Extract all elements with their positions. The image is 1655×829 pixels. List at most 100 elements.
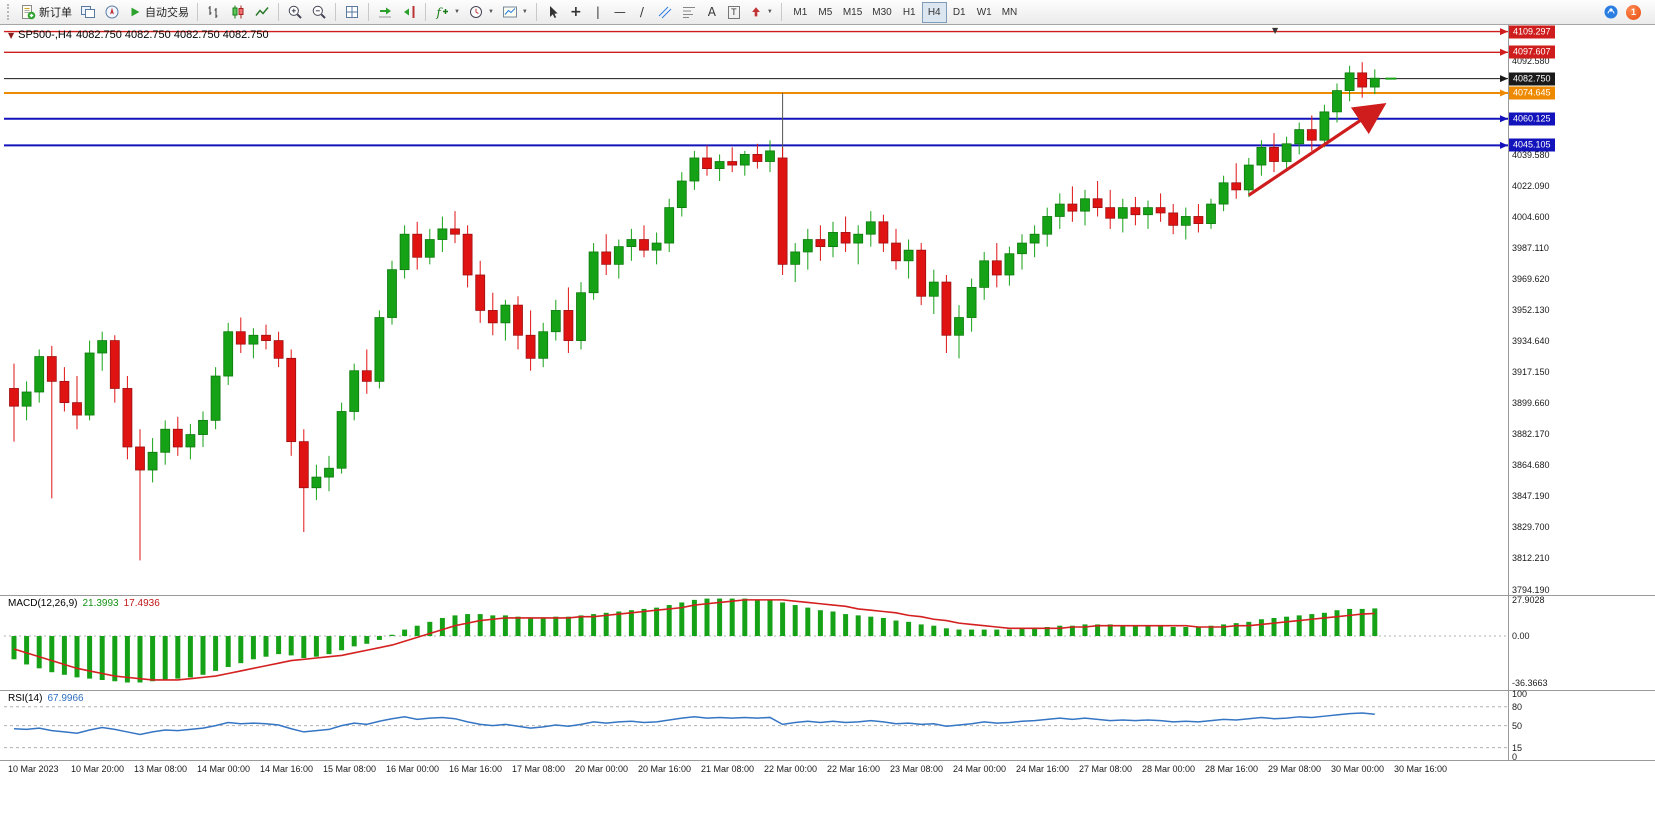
auto-scroll-button[interactable]	[373, 2, 397, 23]
periods-button[interactable]: ▼	[464, 2, 498, 23]
price-axis-label: 3847.190	[1512, 491, 1550, 502]
rsi-axis-label: 15	[1512, 742, 1523, 753]
toolbar-separator	[425, 3, 426, 21]
time-axis-label: 24 Mar 16:00	[1016, 764, 1070, 774]
time-axis-label: 15 Mar 08:00	[323, 764, 377, 774]
auto-trading-icon	[131, 7, 140, 17]
chart-shift-icon	[404, 6, 415, 18]
chart-shift-marker[interactable]: ▼	[1272, 26, 1279, 35]
price-axis-label: 3934.640	[1512, 336, 1550, 347]
timeframe-m30-button[interactable]: M30	[867, 2, 896, 23]
auto-trading-button[interactable]: 自动交易	[124, 2, 193, 23]
vertical-line-icon: |	[595, 5, 600, 19]
notification-badge[interactable]: 1	[1626, 4, 1641, 20]
rsi-name: RSI(14)	[8, 693, 43, 704]
timeframe-label: M1	[793, 6, 808, 18]
bar-chart-mode-button[interactable]	[202, 2, 226, 23]
timeframe-group: M1 M5 M15 M30 H1 H4 D1 W1 MN	[788, 1, 1023, 23]
periods-clock-icon	[469, 6, 482, 18]
time-axis-label: 16 Mar 16:00	[449, 764, 503, 774]
cursor-tool-button[interactable]	[541, 2, 565, 23]
channel-tool-button[interactable]	[653, 2, 677, 23]
vertical-line-tool-button[interactable]: |	[587, 2, 609, 23]
timeframe-label: M5	[818, 6, 833, 18]
line-chart-mode-button[interactable]	[250, 2, 274, 23]
fibonacci-icon	[682, 7, 695, 18]
zoom-out-button[interactable]	[307, 2, 331, 23]
timeframe-m5-button[interactable]: M5	[813, 2, 838, 23]
price-badge: 4082.750	[1509, 72, 1555, 86]
timeframe-h1-button[interactable]: H1	[897, 2, 922, 23]
price-badge: 4074.645	[1509, 86, 1555, 100]
time-axis-label: 20 Mar 00:00	[575, 764, 629, 774]
indicators-icon: f	[436, 6, 448, 20]
time-axis-label: 16 Mar 00:00	[386, 764, 440, 774]
community-icon[interactable]	[1603, 4, 1619, 20]
arrows-tool-button[interactable]: ▼	[745, 2, 777, 23]
timeframe-label: M30	[872, 6, 892, 18]
price-badge: 4060.125	[1509, 112, 1555, 126]
price-axis-label: 3829.700	[1512, 522, 1550, 533]
toolbar-grip[interactable]	[7, 4, 13, 20]
toolbar-separator	[780, 3, 782, 21]
candlestick-icon	[232, 5, 244, 19]
price-axis-label: 3794.190	[1512, 585, 1550, 596]
chevron-down-icon: ▼	[521, 9, 528, 15]
toolbar-separator	[335, 3, 336, 21]
time-axis-label: 28 Mar 00:00	[1142, 764, 1196, 774]
time-axis-label: 23 Mar 08:00	[890, 764, 944, 774]
time-axis-label: 22 Mar 16:00	[827, 764, 881, 774]
price-axis-label: 4039.580	[1512, 150, 1550, 161]
trendline-icon: /	[639, 5, 644, 19]
timeframe-w1-button[interactable]: W1	[972, 2, 997, 23]
svg-text:f: f	[436, 6, 444, 20]
price-badge: 4045.105	[1509, 138, 1555, 152]
toolbar-separator	[535, 3, 537, 21]
timeframe-h4-button[interactable]: H4	[921, 1, 947, 23]
indicators-button[interactable]: f ▼	[430, 2, 464, 23]
zoom-in-button[interactable]	[283, 2, 307, 23]
time-axis-label: 17 Mar 08:00	[512, 764, 566, 774]
timeframe-mn-button[interactable]: MN	[997, 2, 1023, 23]
price-axis-label: 4092.580	[1512, 56, 1550, 67]
text-tool-button[interactable]: A	[701, 2, 723, 23]
time-axis-label: 21 Mar 08:00	[701, 764, 755, 774]
timeframe-m1-button[interactable]: M1	[788, 2, 813, 23]
timeframe-label: H1	[902, 6, 916, 18]
price-axis-label: 3987.110	[1512, 243, 1549, 254]
timeframe-m15-button[interactable]: M15	[838, 2, 867, 23]
crosshair-tool-button[interactable]: +	[565, 2, 587, 23]
chart-ohlc-values: 4082.750 4082.750 4082.750 4082.750	[75, 29, 269, 41]
zoom-in-icon	[288, 5, 302, 19]
toolbar-right: 1	[1603, 4, 1651, 20]
navigator-icon	[105, 5, 119, 19]
timeframe-label: H4	[927, 6, 941, 18]
timeframe-d1-button[interactable]: D1	[947, 2, 972, 23]
time-axis-label: 27 Mar 08:00	[1079, 764, 1133, 774]
horizontal-line-icon: —	[613, 5, 626, 19]
macd-axis-label: -36.3663	[1512, 678, 1548, 688]
candlestick-mode-button[interactable]	[226, 2, 250, 23]
chart-plot-area[interactable]	[0, 25, 1508, 760]
charts-button[interactable]	[76, 2, 100, 23]
tile-windows-button[interactable]	[340, 2, 364, 23]
trendline-tool-button[interactable]: /	[631, 2, 653, 23]
new-order-button[interactable]: 新订单	[16, 2, 76, 23]
tile-windows-icon	[346, 6, 358, 18]
text-label-tool-button[interactable]: T	[723, 2, 745, 23]
text-tool-icon: A	[707, 5, 716, 19]
time-axis-label: 10 Mar 20:00	[71, 764, 125, 774]
chart-shift-button[interactable]	[397, 2, 421, 23]
arrows-icon	[751, 7, 760, 17]
templates-button[interactable]: ▼	[498, 2, 532, 23]
macd-signal-value: 17.4936	[123, 598, 160, 609]
price-badge: 4097.607	[1509, 45, 1555, 59]
fibonacci-tool-button[interactable]	[677, 2, 701, 23]
navigator-button[interactable]	[100, 2, 124, 23]
time-axis-label: 13 Mar 08:00	[134, 764, 188, 774]
cursor-icon	[549, 6, 558, 18]
time-axis-label: 28 Mar 16:00	[1205, 764, 1259, 774]
horizontal-line-tool-button[interactable]: —	[609, 2, 631, 23]
time-axis-label: 14 Mar 16:00	[260, 764, 314, 774]
macd-axis-label: 27.9028	[1512, 595, 1545, 605]
